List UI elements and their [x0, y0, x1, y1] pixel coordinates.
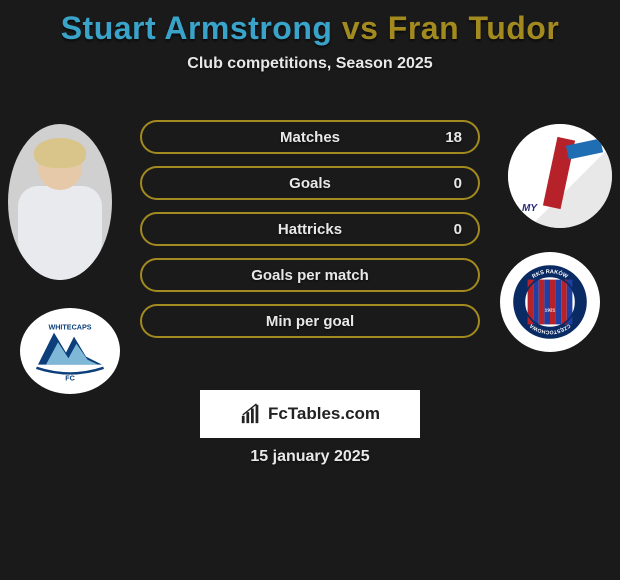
- stat-value-right: 0: [454, 175, 462, 192]
- player2-club-crest: RKS RAKÓW CZĘSTOCHOWA 1921: [500, 252, 600, 352]
- comparison-title: Stuart Armstrong vs Fran Tudor: [0, 0, 620, 47]
- crest-text-top: WHITECAPS: [48, 322, 91, 331]
- avatar-hair-shape: [34, 138, 86, 168]
- stat-label: Goals: [289, 175, 331, 192]
- stat-value-right: 18: [445, 129, 462, 146]
- player1-name: Stuart Armstrong: [61, 10, 333, 46]
- player1-avatar: [8, 124, 112, 280]
- stat-bar-goals: Goals 0: [140, 166, 480, 200]
- stat-bar-goals-per-match: Goals per match: [140, 258, 480, 292]
- stat-bar-min-per-goal: Min per goal: [140, 304, 480, 338]
- whitecaps-crest-icon: WHITECAPS FC: [30, 316, 110, 386]
- player1-club-crest: WHITECAPS FC: [20, 308, 120, 394]
- player2-name: Fran Tudor: [388, 10, 560, 46]
- stat-label: Min per goal: [266, 313, 354, 330]
- stats-bars: Matches 18 Goals 0 Hattricks 0 Goals per…: [140, 120, 480, 350]
- fctables-logo-icon: [240, 403, 262, 425]
- avatar-shirt-text: MY: [522, 203, 537, 214]
- stat-label: Matches: [280, 129, 340, 146]
- avatar-body-shape: [18, 186, 102, 280]
- stat-label: Goals per match: [251, 267, 369, 284]
- vs-separator: vs: [342, 10, 379, 46]
- stat-bar-matches: Matches 18: [140, 120, 480, 154]
- crest-text-bottom: FC: [65, 374, 75, 383]
- stat-label: Hattricks: [278, 221, 342, 238]
- brand-text: FcTables.com: [268, 404, 380, 424]
- rakow-crest-icon: RKS RAKÓW CZĘSTOCHOWA 1921: [510, 262, 590, 342]
- stat-bar-hattricks: Hattricks 0: [140, 212, 480, 246]
- snapshot-date: 15 january 2025: [0, 448, 620, 466]
- stat-value-right: 0: [454, 221, 462, 238]
- subtitle: Club competitions, Season 2025: [0, 55, 620, 73]
- svg-text:1921: 1921: [545, 308, 556, 314]
- brand-footer: FcTables.com: [200, 390, 420, 438]
- player2-avatar: MY: [508, 124, 612, 228]
